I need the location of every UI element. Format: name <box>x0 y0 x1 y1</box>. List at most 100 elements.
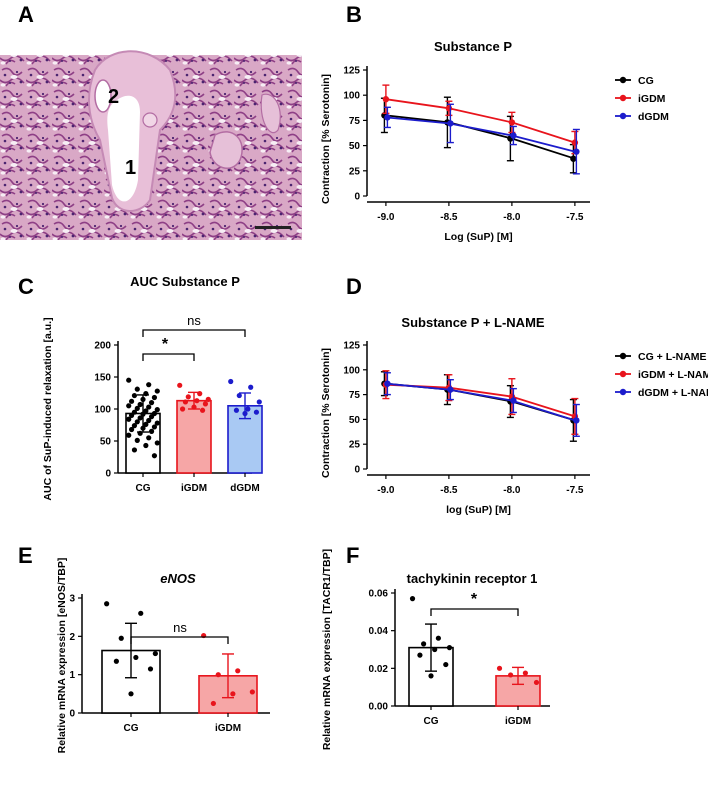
panel-letter-d: D <box>346 274 362 299</box>
y-tick-label: 0 <box>354 465 360 476</box>
legend-marker <box>620 353 626 359</box>
data-point <box>138 611 143 616</box>
data-point <box>126 403 131 408</box>
data-point <box>216 672 221 677</box>
bar-group-igdm <box>199 633 257 713</box>
data-point <box>436 636 441 641</box>
legend-label: dGDM + L-NAME <box>638 387 708 399</box>
data-point <box>248 385 253 390</box>
data-point <box>508 672 513 677</box>
data-point <box>143 391 148 396</box>
panel-letter-a: A <box>18 2 34 27</box>
data-point <box>509 119 515 125</box>
data-point <box>384 114 390 120</box>
chart-tacr1-expression: tachykinin receptor 10.000.020.040.06Rel… <box>321 549 550 750</box>
bracket-line <box>143 330 245 337</box>
x-tick-label: CG <box>136 483 151 494</box>
chart-title: Substance P <box>434 39 512 54</box>
significance-label: * <box>471 591 478 608</box>
series-dgdm-line <box>386 117 575 151</box>
legend-marker <box>620 371 626 377</box>
data-point <box>140 397 145 402</box>
bracket-line <box>143 354 194 361</box>
data-point <box>384 380 390 386</box>
histology-label-2: 2 <box>108 86 119 108</box>
chart-auc-substance-p: AUC Substance P 0 50 100 150 200 AUC of SuP-in… <box>42 274 262 501</box>
y-tick-label: 1 <box>69 670 75 681</box>
x-tick-label: -7.5 <box>566 485 584 496</box>
x-tick-label: -7.5 <box>566 212 584 223</box>
data-point <box>446 105 452 111</box>
y-tick-label: 25 <box>349 440 361 451</box>
y-tick-label: 200 <box>94 341 111 352</box>
data-point <box>146 435 151 440</box>
panel-letter-e: E <box>18 543 33 568</box>
y-tick-label: 50 <box>100 437 112 448</box>
data-point <box>191 404 196 409</box>
y-tick-label: 100 <box>94 405 111 416</box>
y-tick-label: 100 <box>343 91 360 102</box>
histology-label-1: 1 <box>125 157 136 179</box>
data-point <box>443 662 448 667</box>
significance-bracket: * <box>143 336 194 361</box>
chart-title: tachykinin receptor 1 <box>407 571 538 586</box>
bar-group-dgdm <box>228 379 262 473</box>
significance-label: ns <box>187 313 201 328</box>
chart-title: AUC Substance P <box>130 274 240 289</box>
data-point <box>146 382 151 387</box>
data-point <box>242 411 247 416</box>
y-axis-label: Relative mRNA expression [TACR1/TBP] <box>321 549 333 750</box>
bracket-line <box>131 637 228 644</box>
y-tick-label: 0.06 <box>369 589 389 600</box>
data-point <box>143 443 148 448</box>
data-point <box>180 406 185 411</box>
legend-label: CG + L-NAME <box>638 351 707 363</box>
y-axis-label: Contraction [% Serotonin] <box>320 348 332 478</box>
data-point <box>119 636 124 641</box>
y-tick-label: 100 <box>343 365 360 376</box>
data-point <box>194 398 199 403</box>
legend-label: iGDM + L-NAME <box>638 369 708 381</box>
data-point <box>447 645 452 650</box>
bar-group-igdm <box>177 383 211 473</box>
series-cg-l-name-line <box>386 384 575 421</box>
series-cg-line <box>386 115 575 158</box>
data-point <box>183 399 188 404</box>
significance-bracket: ns <box>131 620 228 644</box>
data-point <box>206 397 211 402</box>
data-point <box>497 666 502 671</box>
data-point <box>432 647 437 652</box>
data-point <box>114 659 119 664</box>
series-dgdm <box>384 104 580 174</box>
data-point <box>523 670 528 675</box>
x-tick-label: -9.0 <box>377 212 395 223</box>
significance-bracket: ns <box>143 313 245 337</box>
y-tick-label: 125 <box>343 66 360 77</box>
data-point <box>104 601 109 606</box>
panel-letter-c: C <box>18 274 34 299</box>
x-tick-label: iGDM <box>215 723 241 734</box>
data-point <box>228 379 233 384</box>
y-tick-label: 0.00 <box>369 702 389 713</box>
x-tick-label: dGDM <box>230 483 259 494</box>
y-tick-label: 25 <box>349 166 361 177</box>
chart-substance-p: Substance P 0 25 50 75 100 125 -9.0 -8.5 -8.0 -7.5… <box>320 39 669 243</box>
data-point <box>510 397 516 403</box>
y-axis-label: AUC of SuP-induced relaxation [a.u.] <box>42 317 54 500</box>
data-point <box>152 453 157 458</box>
x-tick-label: CG <box>124 723 139 734</box>
series-dgdm-l-name <box>384 373 580 436</box>
data-point <box>573 417 579 423</box>
y-tick-label: 0 <box>105 469 111 480</box>
significance-label: * <box>162 336 169 353</box>
y-tick-label: 50 <box>349 141 361 152</box>
data-point <box>235 668 240 673</box>
y-tick-label: 0 <box>354 192 360 203</box>
data-point <box>152 395 157 400</box>
chart-substance-p-l-name: Substance P + L-NAME 0 25 50 75 100 125 -9.0 -8.… <box>320 315 708 516</box>
data-point <box>534 680 539 685</box>
x-tick-label: iGDM <box>181 483 207 494</box>
data-point <box>135 438 140 443</box>
data-point <box>257 399 262 404</box>
data-point <box>573 148 579 154</box>
